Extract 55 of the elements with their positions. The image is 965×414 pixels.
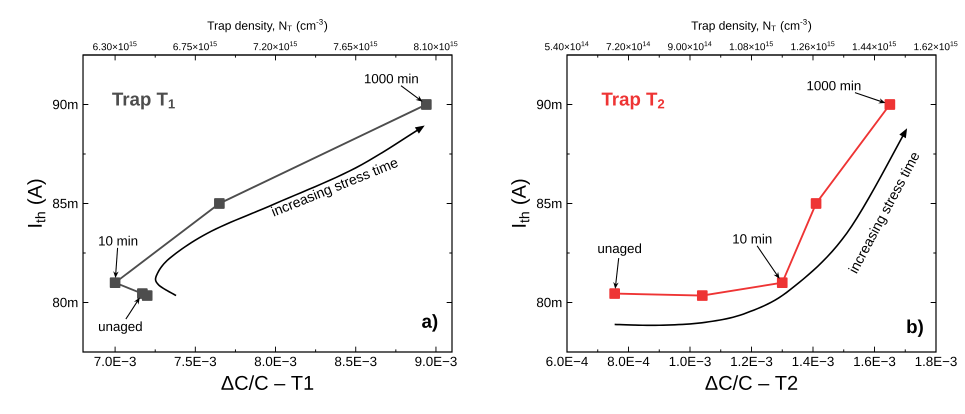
x2-tick-label: 5.40×10$^{14}$	[544, 41, 589, 50]
x2-tick-label: 7.20×10$^{15}$	[254, 41, 298, 50]
annotation: 1000 min	[364, 74, 418, 84]
y-tick-label: 85m	[536, 198, 562, 208]
y-tick-label: 80m	[52, 298, 78, 308]
x-tick-label: 7.0E−3	[94, 356, 136, 366]
text: Trap T$_{1}$	[112, 92, 175, 110]
x-tick-label: 1.2E−3	[731, 356, 772, 366]
x2-tick-label: 6.75×10$^{15}$	[173, 41, 217, 50]
point	[214, 198, 225, 209]
y-tick-label: 90m	[52, 100, 78, 110]
annotation: a)	[422, 314, 438, 332]
point	[142, 290, 153, 301]
x-tick-label: 1.0E−3	[670, 356, 711, 366]
x2-tick-label: 6.30×10$^{15}$	[93, 41, 137, 50]
x2-tick-label: 8.10×10$^{15}$	[414, 41, 458, 50]
x-tick-label: 1.6E−3	[854, 356, 896, 366]
annotation: unaged	[98, 321, 142, 334]
x-tick-label: 8.5E−3	[335, 356, 376, 366]
point	[696, 290, 708, 301]
x2-axis-title: Trap density, N$_{T}$ (cm$^{-3}$)	[207, 19, 328, 32]
point	[420, 99, 432, 110]
x2-axis-title: Trap density, N$_{T}$ (cm$^{-3}$)	[691, 19, 812, 32]
x-tick-label: 7.5E−3	[174, 356, 216, 366]
x-axis-title: ΔC/C – T1	[221, 375, 314, 390]
annotation: 10 min	[99, 236, 138, 246]
text: Trap T$_{2}$	[602, 92, 664, 110]
annotation: b)	[907, 320, 923, 337]
point	[609, 288, 620, 299]
annotation: unaged	[598, 243, 642, 256]
x-tick-label: 6.0E−4	[546, 356, 588, 366]
x-axis-title: ΔC/C – T2	[705, 375, 798, 390]
x2-tick-label: 1.62×10$^{15}$	[914, 41, 958, 50]
x2-tick-label: 7.20×10$^{14}$	[606, 41, 650, 50]
x-tick-label: 8.0E−3	[254, 356, 296, 366]
x-tick-label: 1.4E−3	[792, 356, 834, 366]
x2-tick-label: 7.65×10$^{15}$	[334, 41, 378, 50]
x2-tick-label: 9.00×10$^{14}$	[668, 41, 712, 50]
point	[110, 277, 120, 288]
point	[884, 99, 896, 110]
x2-tick-label: 1.26×10$^{15}$	[791, 41, 834, 50]
x2-tick-label: 1.44×10$^{15}$	[852, 41, 896, 50]
x-tick-label: 8.0E−4	[608, 356, 650, 366]
x-tick-label: 1.8E−3	[916, 356, 957, 366]
annotation: 10 min	[733, 234, 772, 244]
point	[810, 198, 822, 209]
annotation: 1000 min	[807, 80, 860, 90]
y-axis-title: I$_{th}$ (A)	[511, 180, 530, 227]
y-tick-label: 85m	[52, 198, 78, 208]
y-tick-label: 90m	[536, 100, 562, 110]
point	[776, 277, 788, 288]
y-axis-title: I$_{th}$ (A)	[27, 180, 46, 227]
x2-tick-label: 1.08×10$^{15}$	[730, 41, 773, 50]
y-tick-label: 80m	[536, 298, 562, 308]
x-tick-label: 9.0E−3	[415, 356, 457, 366]
